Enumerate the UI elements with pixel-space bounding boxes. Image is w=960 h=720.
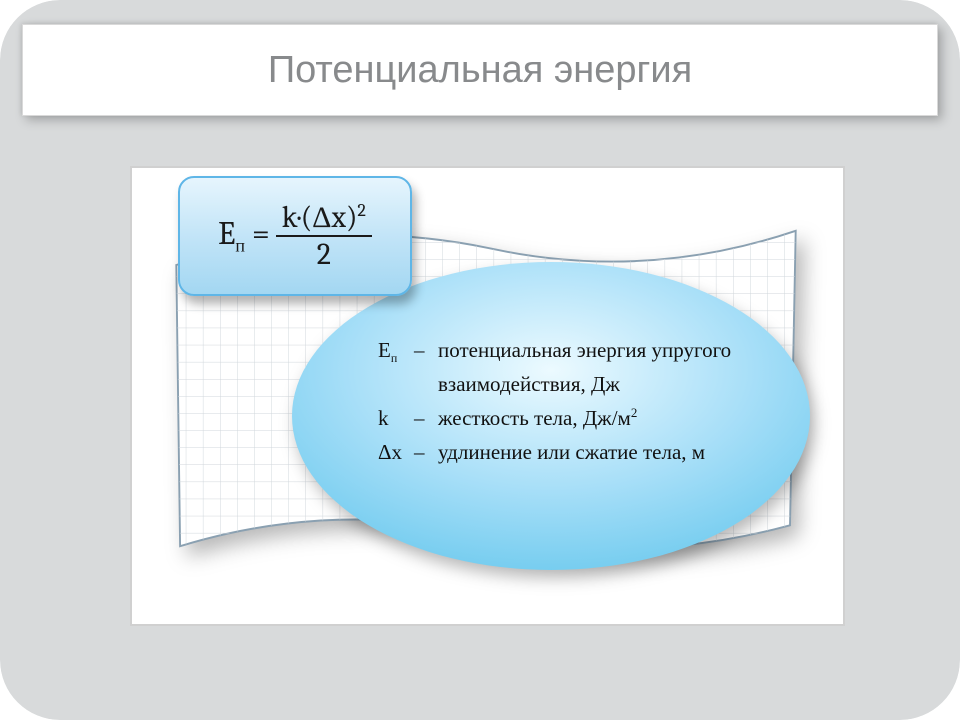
- legend-row: k–жесткость тела, Дж/м2: [378, 402, 808, 436]
- legend-dash: –: [414, 436, 438, 470]
- legend-dash: –: [414, 402, 438, 436]
- legend-symbol: k: [378, 402, 414, 436]
- content-area: Eп = k·(Δx)2 2 Eп–потенциальная энергия …: [130, 166, 845, 626]
- legend-text: жесткость тела, Дж/м2: [438, 402, 808, 436]
- legend-dash: –: [414, 334, 438, 368]
- legend-row-cont: взаимодействия, Дж: [378, 368, 808, 402]
- formula-lhs-main: E: [218, 215, 235, 252]
- legend-symbol: Δx: [378, 436, 414, 470]
- title-bar: Потенциальная энергия: [22, 24, 938, 116]
- legend-text: взаимодействия, Дж: [378, 368, 808, 402]
- formula-numerator: k·(Δx)2: [276, 202, 372, 238]
- formula-box: Eп = k·(Δx)2 2: [178, 176, 412, 296]
- legend: Eп–потенциальная энергия упругоговзаимод…: [378, 334, 808, 469]
- formula-equals: =: [245, 215, 270, 252]
- legend-symbol: Eп: [378, 334, 414, 368]
- legend-row: Δx–удлинение или сжатие тела, м: [378, 436, 808, 470]
- formula-lhs: Eп =: [218, 215, 270, 256]
- slide-frame: Потенциальная энергия: [0, 0, 960, 720]
- formula: Eп = k·(Δx)2 2: [218, 202, 372, 271]
- legend-text: удлинение или сжатие тела, м: [438, 436, 808, 470]
- formula-lhs-sub: п: [235, 236, 245, 257]
- formula-fraction: k·(Δx)2 2: [276, 202, 372, 271]
- slide-title: Потенциальная энергия: [268, 49, 692, 92]
- formula-denominator: 2: [317, 237, 331, 271]
- legend-row: Eп–потенциальная энергия упругого: [378, 334, 808, 368]
- legend-text: потенциальная энергия упругого: [438, 334, 808, 368]
